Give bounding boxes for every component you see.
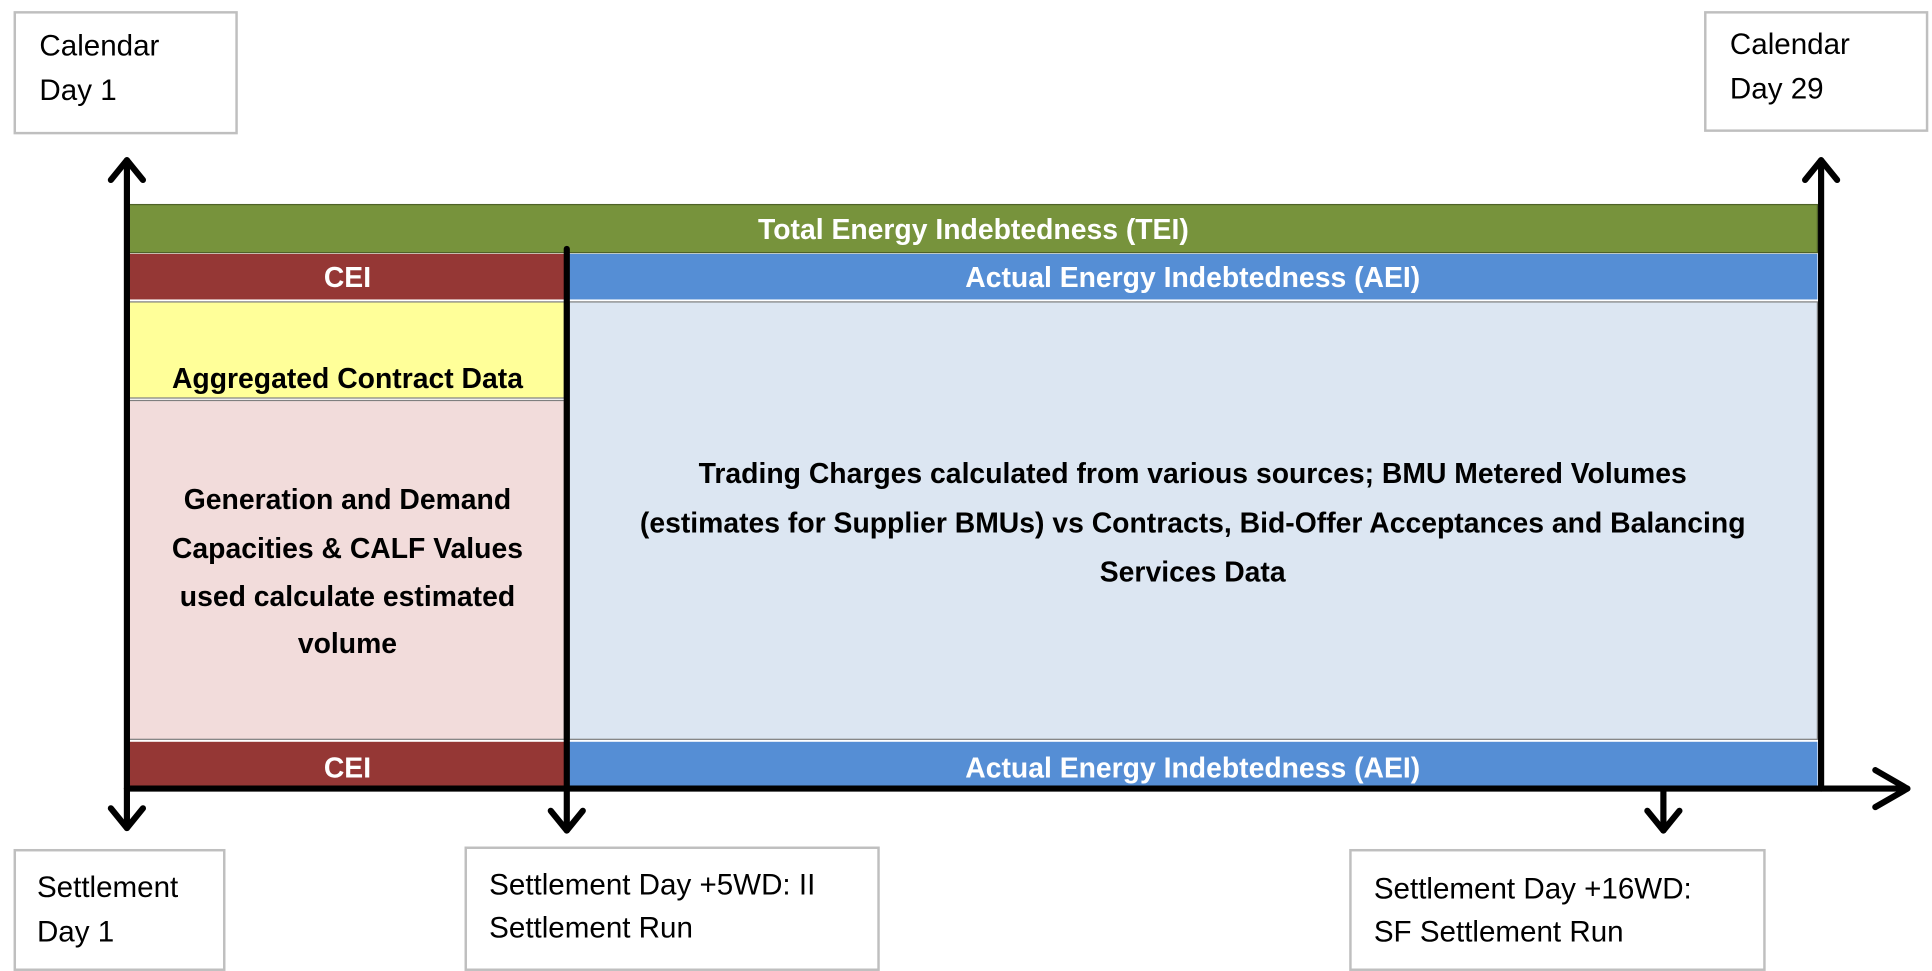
sf-run-box [1349,848,1766,971]
cei-bar [129,253,567,300]
ii-run-box [464,846,880,971]
box-label: Settlement Day +5WD: II [489,869,815,902]
calendar-day-1-box [13,11,238,135]
bar-label: Total Energy Indebtedness (TEI) [758,214,1189,246]
box-label: SF Settlement Run [1374,915,1624,948]
panel-label: Generation and Demand [184,484,511,516]
aei-bar [569,253,1818,300]
panel-label: volume [298,628,397,660]
panel-label: Aggregated Contract Data [172,363,523,395]
bar-label: CEI [324,262,371,294]
bar-label: Actual Energy Indebtedness (AEI) [965,753,1420,785]
panel-label: used calculate estimated [180,581,515,613]
box-label: Calendar [1730,28,1850,61]
trading-panel [568,301,1819,740]
box-label: Day 1 [37,915,114,948]
box-label: Day 1 [39,74,116,107]
box-label: Calendar [39,29,159,62]
aei-bar [569,741,1818,787]
aggregated-panel [128,301,565,399]
box-label: Settlement [37,871,178,904]
bar-label: Actual Energy Indebtedness (AEI) [965,262,1420,294]
settlement-day-1-box [13,848,226,971]
panel-label: (estimates for Supplier BMUs) vs Contrac… [640,507,1746,539]
box-label: Settlement Day +16WD: [1374,872,1692,905]
panel-label: Services Data [1100,557,1286,589]
calendar-day-29-box [1704,11,1929,132]
panel-label: Trading Charges calculated from various … [699,458,1687,490]
generation-panel [128,399,565,740]
axes [107,157,1911,834]
box-label: Settlement Run [489,912,693,945]
box-label: Day 29 [1730,73,1824,106]
tei-bar [128,203,1819,254]
bar-label: CEI [324,753,371,785]
panel-label: Capacities & CALF Values [172,533,523,565]
cei-bar [129,741,567,787]
